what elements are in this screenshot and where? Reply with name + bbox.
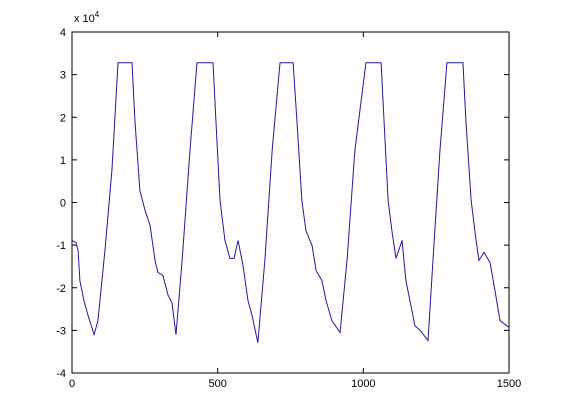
y-multiplier: x 104 (74, 10, 100, 25)
y-tick-label: -3 (56, 325, 66, 337)
y-tick-label: -4 (56, 368, 66, 380)
x-tick-label: 1000 (351, 378, 375, 390)
data-line (71, 62, 510, 343)
x-tick-label: 500 (208, 378, 226, 390)
y-tick-label: -2 (56, 283, 66, 295)
y-tick-label: 2 (60, 112, 66, 124)
y-tick-label: 4 (60, 27, 66, 39)
y-tick-label: 0 (60, 198, 66, 210)
y-multiplier-exponent: 4 (95, 10, 100, 19)
y-multiplier-base: x 10 (74, 13, 95, 25)
y-tick-label: 3 (60, 70, 66, 82)
x-tick-label: 1500 (497, 378, 521, 390)
x-tick-label: 0 (69, 378, 75, 390)
plot-area (71, 31, 510, 374)
y-tick-label: -1 (56, 240, 66, 252)
y-tick-label: 1 (60, 155, 66, 167)
